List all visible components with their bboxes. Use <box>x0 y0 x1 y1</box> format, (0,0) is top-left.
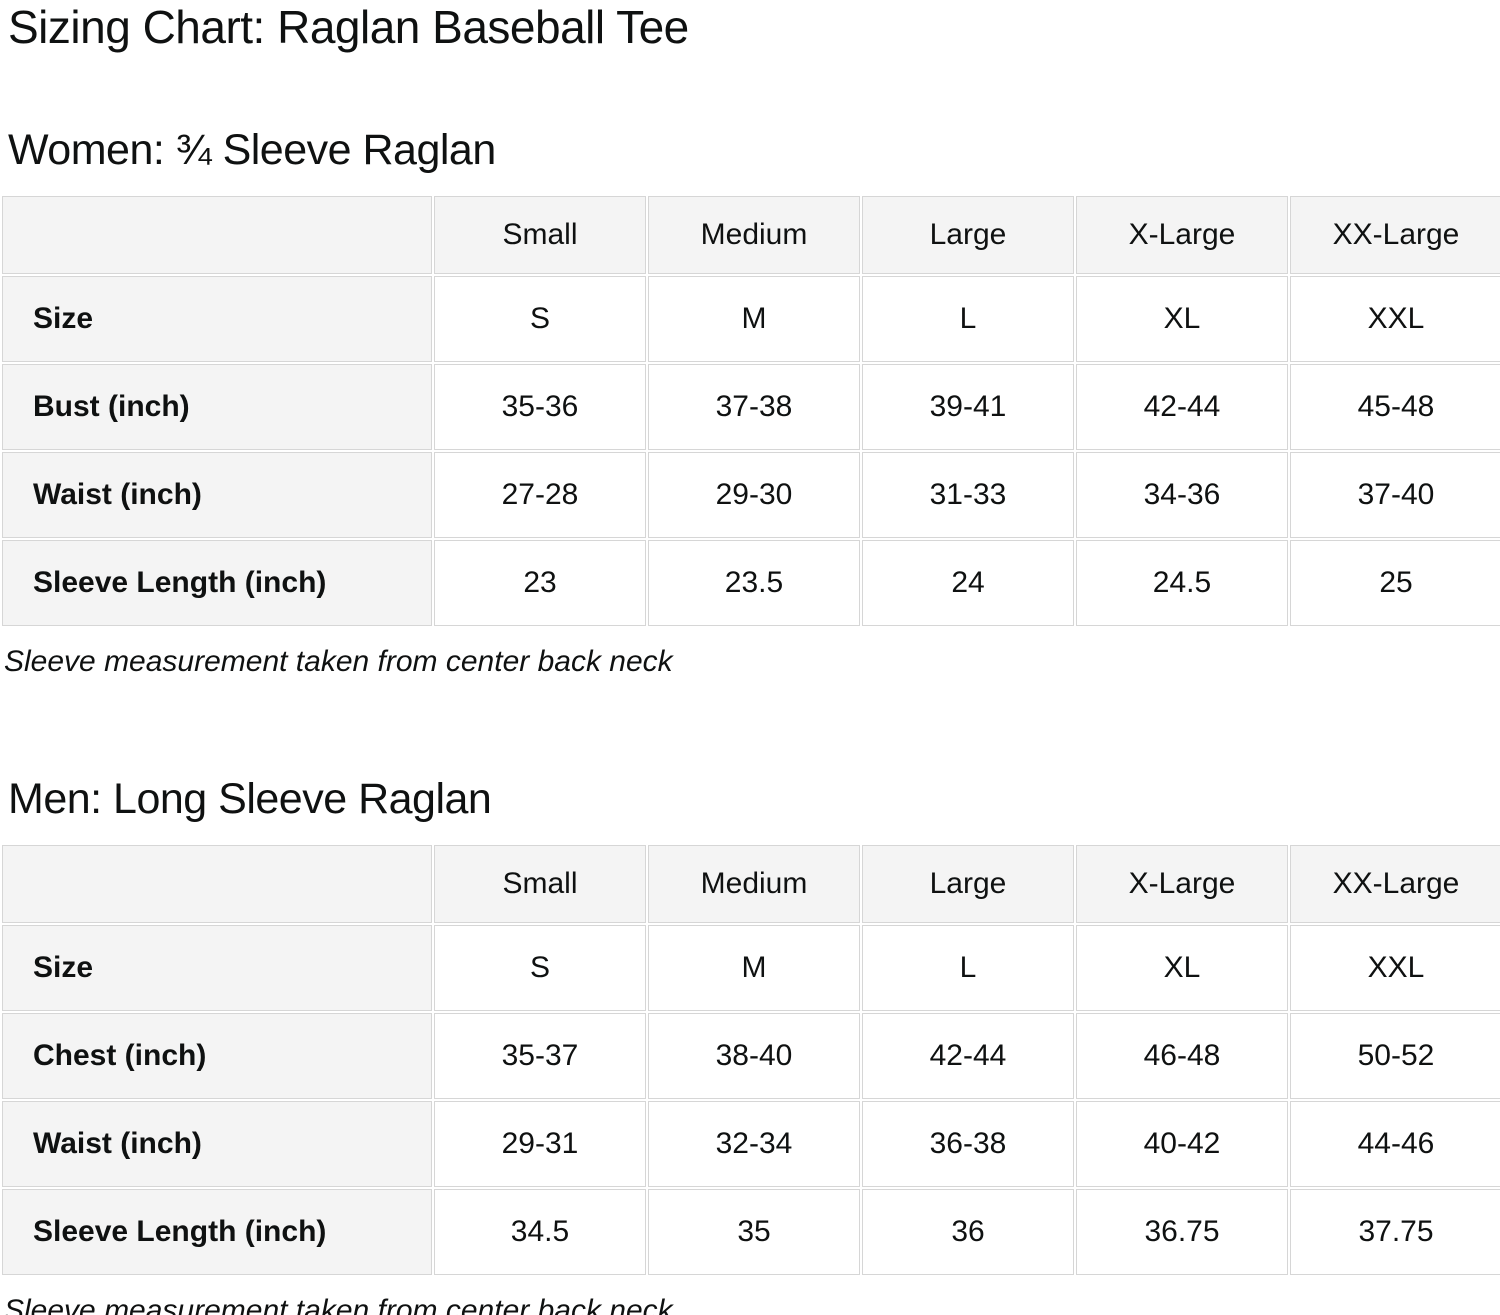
cell-value: 34-36 <box>1076 452 1288 538</box>
men-section: Men: Long Sleeve Raglan Small Medium Lar… <box>0 775 1500 1315</box>
cell-value: XXL <box>1290 925 1500 1011</box>
cell-value: 29-30 <box>648 452 860 538</box>
table-row-waist: Waist (inch) 27-28 29-30 31-33 34-36 37-… <box>2 452 1500 538</box>
cell-value: 34.5 <box>434 1189 646 1275</box>
column-header-x-large: X-Large <box>1076 196 1288 274</box>
cell-value: 42-44 <box>1076 364 1288 450</box>
cell-value: 44-46 <box>1290 1101 1500 1187</box>
row-label-size: Size <box>2 925 432 1011</box>
row-label-sleeve-length: Sleeve Length (inch) <box>2 540 432 626</box>
corner-cell <box>2 196 432 274</box>
column-header-large: Large <box>862 845 1074 923</box>
column-header-small: Small <box>434 845 646 923</box>
women-sleeve-note: Sleeve measurement taken from center bac… <box>4 645 673 678</box>
column-header-medium: Medium <box>648 196 860 274</box>
cell-value: 25 <box>1290 540 1500 626</box>
row-label-bust: Bust (inch) <box>2 364 432 450</box>
row-label-sleeve-length: Sleeve Length (inch) <box>2 1189 432 1275</box>
corner-cell <box>2 845 432 923</box>
row-label-size: Size <box>2 276 432 362</box>
cell-value: XL <box>1076 925 1288 1011</box>
table-row-sleeve-length: Sleeve Length (inch) 23 23.5 24 24.5 25 <box>2 540 1500 626</box>
table-row-chest: Chest (inch) 35-37 38-40 42-44 46-48 50-… <box>2 1013 1500 1099</box>
column-header-xx-large: XX-Large <box>1290 196 1500 274</box>
table-row-size: Size S M L XL XXL <box>2 925 1500 1011</box>
cell-value: 29-31 <box>434 1101 646 1187</box>
cell-value: 39-41 <box>862 364 1074 450</box>
column-header-x-large: X-Large <box>1076 845 1288 923</box>
cell-value: XXL <box>1290 276 1500 362</box>
cell-value: 46-48 <box>1076 1013 1288 1099</box>
cell-value: 24 <box>862 540 1074 626</box>
column-header-large: Large <box>862 196 1074 274</box>
cell-value: 42-44 <box>862 1013 1074 1099</box>
cell-value: 37-38 <box>648 364 860 450</box>
column-header-small: Small <box>434 196 646 274</box>
table-row-waist: Waist (inch) 29-31 32-34 36-38 40-42 44-… <box>2 1101 1500 1187</box>
cell-value: XL <box>1076 276 1288 362</box>
row-label-waist: Waist (inch) <box>2 1101 432 1187</box>
cell-value: M <box>648 925 860 1011</box>
cell-value: 35-36 <box>434 364 646 450</box>
cell-value: 50-52 <box>1290 1013 1500 1099</box>
cell-value: 38-40 <box>648 1013 860 1099</box>
women-section-heading: Women: ¾ Sleeve Raglan <box>8 126 496 174</box>
cell-value: 36-38 <box>862 1101 1074 1187</box>
cell-value: 37-40 <box>1290 452 1500 538</box>
table-row-sleeve-length: Sleeve Length (inch) 34.5 35 36 36.75 37… <box>2 1189 1500 1275</box>
cell-value: S <box>434 276 646 362</box>
cell-value: 23 <box>434 540 646 626</box>
table-header-row: Small Medium Large X-Large XX-Large <box>2 196 1500 274</box>
men-sleeve-note: Sleeve measurement taken from center bac… <box>4 1294 673 1315</box>
column-header-xx-large: XX-Large <box>1290 845 1500 923</box>
cell-value: 40-42 <box>1076 1101 1288 1187</box>
cell-value: L <box>862 925 1074 1011</box>
cell-value: 35-37 <box>434 1013 646 1099</box>
table-header-row: Small Medium Large X-Large XX-Large <box>2 845 1500 923</box>
men-section-heading: Men: Long Sleeve Raglan <box>8 775 492 823</box>
cell-value: 32-34 <box>648 1101 860 1187</box>
cell-value: S <box>434 925 646 1011</box>
cell-value: 23.5 <box>648 540 860 626</box>
row-label-chest: Chest (inch) <box>2 1013 432 1099</box>
cell-value: 35 <box>648 1189 860 1275</box>
women-size-table: Small Medium Large X-Large XX-Large Size… <box>0 194 1500 628</box>
cell-value: 36.75 <box>1076 1189 1288 1275</box>
cell-value: 45-48 <box>1290 364 1500 450</box>
table-row-bust: Bust (inch) 35-36 37-38 39-41 42-44 45-4… <box>2 364 1500 450</box>
table-row-size: Size S M L XL XXL <box>2 276 1500 362</box>
cell-value: 27-28 <box>434 452 646 538</box>
cell-value: L <box>862 276 1074 362</box>
cell-value: M <box>648 276 860 362</box>
row-label-waist: Waist (inch) <box>2 452 432 538</box>
cell-value: 37.75 <box>1290 1189 1500 1275</box>
cell-value: 36 <box>862 1189 1074 1275</box>
women-section: Women: ¾ Sleeve Raglan Small Medium Larg… <box>0 126 1500 680</box>
cell-value: 24.5 <box>1076 540 1288 626</box>
men-size-table: Small Medium Large X-Large XX-Large Size… <box>0 843 1500 1277</box>
cell-value: 31-33 <box>862 452 1074 538</box>
column-header-medium: Medium <box>648 845 860 923</box>
page-title: Sizing Chart: Raglan Baseball Tee <box>8 1 689 53</box>
